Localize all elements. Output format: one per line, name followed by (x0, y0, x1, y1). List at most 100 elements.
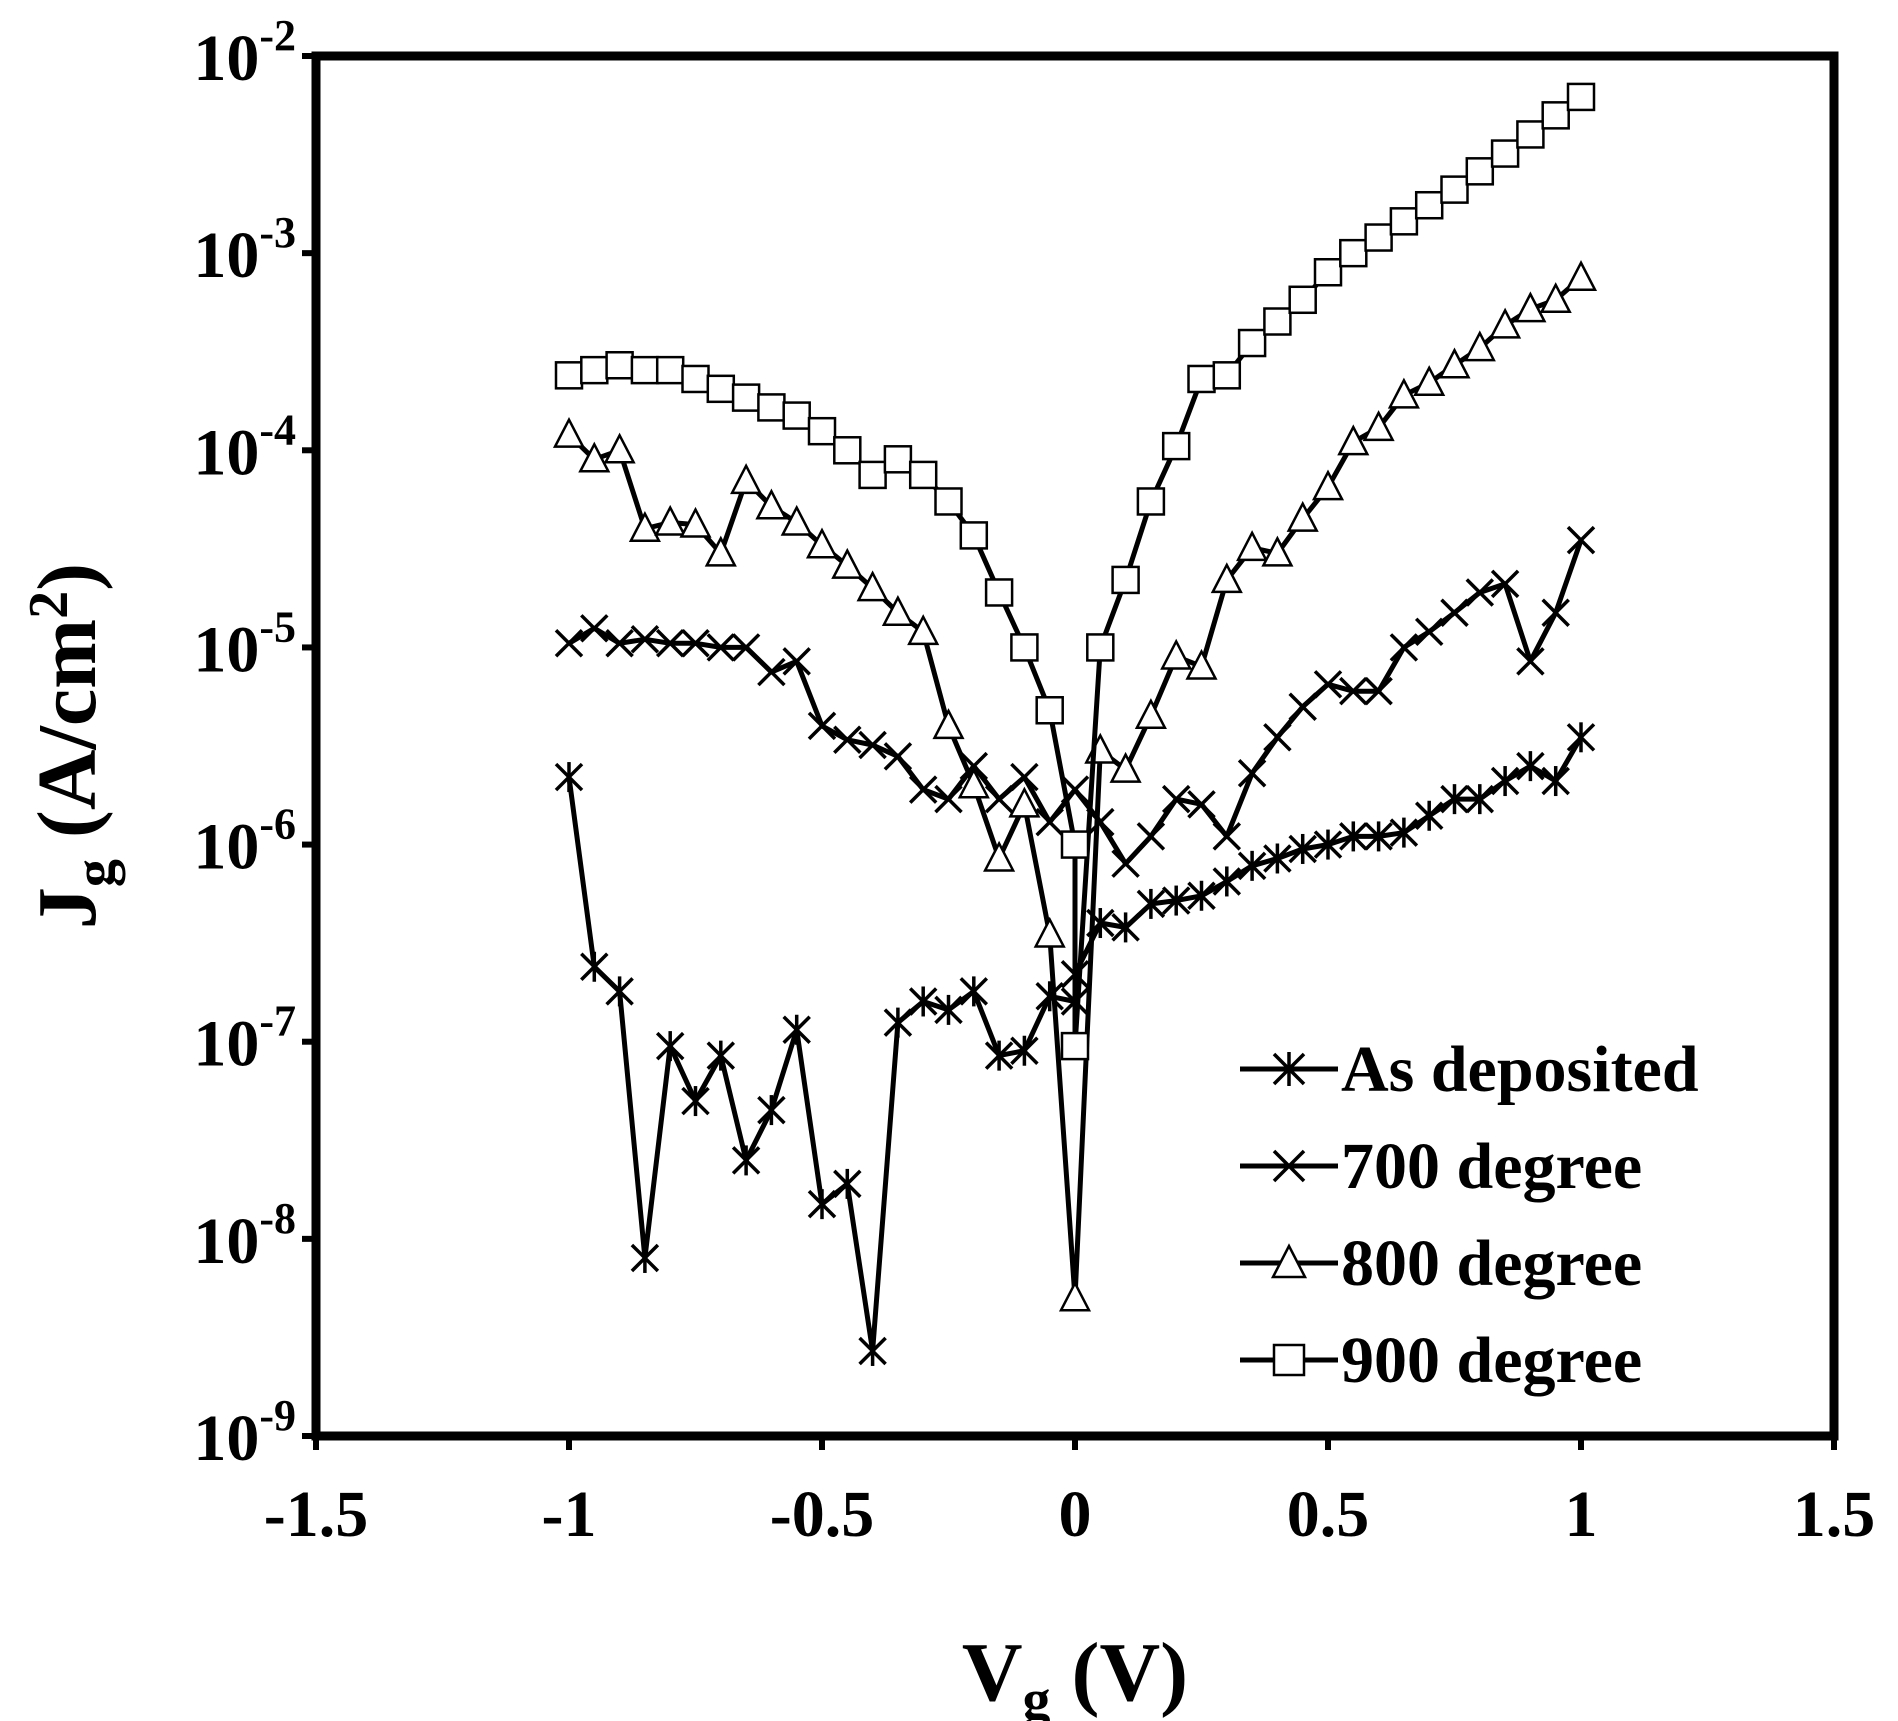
y-tick-base: 10 (193, 416, 259, 489)
data-point-triangle (957, 767, 990, 799)
data-point-asterisk (959, 976, 989, 1007)
data-point-asterisk (1389, 817, 1419, 848)
data-point-triangle (1058, 1280, 1092, 1312)
data-point-triangle (1387, 377, 1420, 409)
data-point-cross (1465, 578, 1495, 607)
data-point-triangle (1286, 500, 1319, 532)
data-point-cross (1364, 676, 1393, 706)
y-tick-exponent: -5 (259, 602, 296, 651)
data-point-cross (934, 784, 963, 814)
data-point-asterisk (1212, 866, 1242, 897)
data-point-asterisk (1111, 912, 1140, 943)
data-point-asterisk (934, 994, 963, 1025)
data-point-square (1566, 82, 1596, 112)
data-point-triangle (780, 504, 813, 536)
data-point-cross (1389, 633, 1419, 662)
data-point-cross (731, 633, 761, 662)
data-point-triangle (1362, 410, 1395, 442)
data-point-triangle (1210, 562, 1243, 594)
data-point-square (883, 445, 913, 474)
data-point-asterisk (706, 1040, 736, 1071)
data-point-triangle (805, 527, 839, 559)
data-point-asterisk (1440, 784, 1469, 815)
data-point-triangle (1033, 916, 1066, 948)
data-point-square (1263, 307, 1292, 336)
data-point-asterisk (883, 1007, 913, 1038)
data-point-square (757, 393, 786, 422)
data-point-square (605, 350, 634, 380)
data-point-triangle (1008, 786, 1041, 818)
data-point-square (1414, 190, 1444, 220)
data-point-cross (1440, 598, 1469, 627)
series-layer (552, 82, 1598, 1366)
y-axis-title: Jg (A/cm2) (18, 563, 126, 929)
legend-item: 800 degree (1240, 1227, 1642, 1300)
data-point-square (630, 355, 660, 385)
data-point-square (554, 361, 584, 390)
data-point-cross (681, 629, 710, 658)
data-point-square (1339, 238, 1368, 268)
data-point-square (1440, 175, 1469, 204)
data-point-cross (1010, 762, 1039, 792)
data-point-square (1313, 257, 1343, 287)
data-point-square (1136, 487, 1166, 516)
data-point-asterisk (681, 1086, 710, 1117)
series-700-degree (554, 525, 1596, 878)
data-point-square (908, 460, 938, 490)
y-axis-title-rest: (A/cm (21, 619, 114, 859)
data-point-square (1272, 1343, 1306, 1377)
data-point-square (1010, 633, 1039, 662)
data-point-asterisk (1272, 1052, 1306, 1086)
data-point-triangle (654, 504, 687, 536)
data-point-square (731, 383, 761, 412)
data-point-triangle (1236, 530, 1269, 562)
data-point-square (681, 364, 710, 394)
y-tick-label: 10-2 (193, 11, 296, 95)
data-point-triangle (1463, 330, 1496, 362)
svg-text:Vg (V): Vg (V) (962, 1626, 1188, 1721)
legend-label: 900 degree (1341, 1324, 1642, 1397)
data-point-triangle (1514, 291, 1547, 323)
data-point-cross (1161, 784, 1191, 814)
legend-label: As deposited (1341, 1033, 1699, 1106)
data-point-square (1465, 157, 1495, 186)
data-point-square (934, 487, 963, 516)
data-point-cross (1212, 822, 1242, 851)
y-tick-base: 10 (193, 1205, 259, 1278)
data-point-square (1288, 285, 1317, 315)
data-point-triangle (1185, 648, 1218, 680)
data-point-square (1086, 633, 1115, 662)
legend-item: As deposited (1240, 1033, 1699, 1106)
data-point-cross (1237, 759, 1267, 788)
data-point-triangle (856, 570, 889, 602)
data-point-asterisk (782, 1014, 811, 1045)
data-point-square (1035, 696, 1064, 725)
data-point-cross (984, 784, 1014, 814)
x-axis-title: Vg (V) (962, 1626, 1188, 1721)
data-point-square (984, 578, 1014, 607)
data-point-cross (757, 657, 786, 687)
y-tick-exponent: -9 (259, 1391, 296, 1440)
data-point-triangle (603, 432, 636, 464)
data-point-square (655, 355, 685, 385)
y-tick-exponent: -2 (259, 11, 296, 60)
data-point-triangle (1109, 751, 1142, 783)
y-tick-label: 10-3 (193, 208, 296, 292)
data-point-square (706, 374, 736, 404)
data-point-asterisk (1414, 800, 1444, 831)
data-point-cross (580, 614, 609, 643)
y-axis-title-close: ) (21, 563, 114, 591)
data-point-asterisk (1516, 751, 1545, 782)
data-point-square (1364, 223, 1393, 252)
data-point-cross (833, 725, 862, 755)
y-axis-title-sub: g (64, 859, 126, 887)
data-point-asterisk (1187, 880, 1216, 911)
data-point-triangle (831, 547, 864, 579)
svg-text:Jg (A/cm2): Jg (A/cm2) (18, 563, 126, 929)
data-point-triangle (730, 463, 763, 495)
data-point-square (1541, 101, 1570, 130)
data-point-cross (1035, 807, 1064, 837)
data-point-cross (807, 711, 837, 741)
data-point-triangle (755, 488, 788, 520)
x-tick-label: -1 (542, 1478, 597, 1551)
